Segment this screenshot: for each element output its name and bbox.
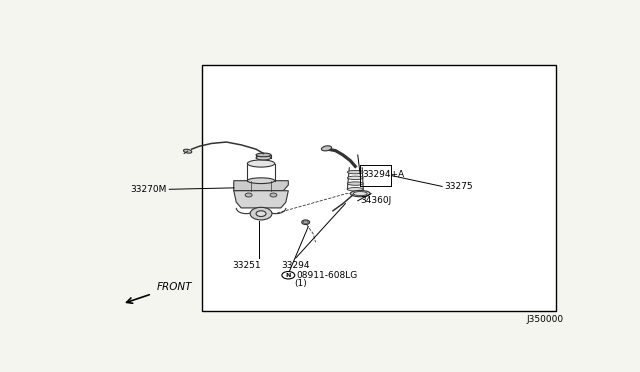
Ellipse shape [348,176,364,180]
Text: 08911-608LG: 08911-608LG [296,271,358,280]
Ellipse shape [348,187,364,191]
Text: J350000: J350000 [527,315,564,324]
Ellipse shape [353,192,367,196]
Polygon shape [234,191,288,208]
Text: (1): (1) [294,279,307,288]
Ellipse shape [321,146,332,151]
Circle shape [303,221,308,224]
Text: N: N [285,273,291,278]
Text: 33294: 33294 [282,261,310,270]
Ellipse shape [350,190,370,197]
Ellipse shape [348,170,364,174]
Circle shape [301,220,310,225]
Text: 33251: 33251 [232,261,260,270]
Ellipse shape [248,178,275,183]
FancyBboxPatch shape [202,65,556,311]
Ellipse shape [256,153,271,157]
Polygon shape [234,181,288,191]
Ellipse shape [184,149,192,153]
Ellipse shape [348,182,364,185]
Text: 33275: 33275 [445,182,473,191]
Circle shape [270,193,277,197]
Circle shape [282,272,295,279]
Ellipse shape [256,155,271,160]
Circle shape [245,193,252,197]
Circle shape [250,207,272,220]
Text: 33294+A: 33294+A [363,170,405,179]
Text: 34360J: 34360J [360,196,392,205]
Circle shape [256,211,266,217]
Text: 33270M: 33270M [131,185,167,194]
Text: FRONT: FRONT [157,282,193,292]
Ellipse shape [248,160,275,167]
